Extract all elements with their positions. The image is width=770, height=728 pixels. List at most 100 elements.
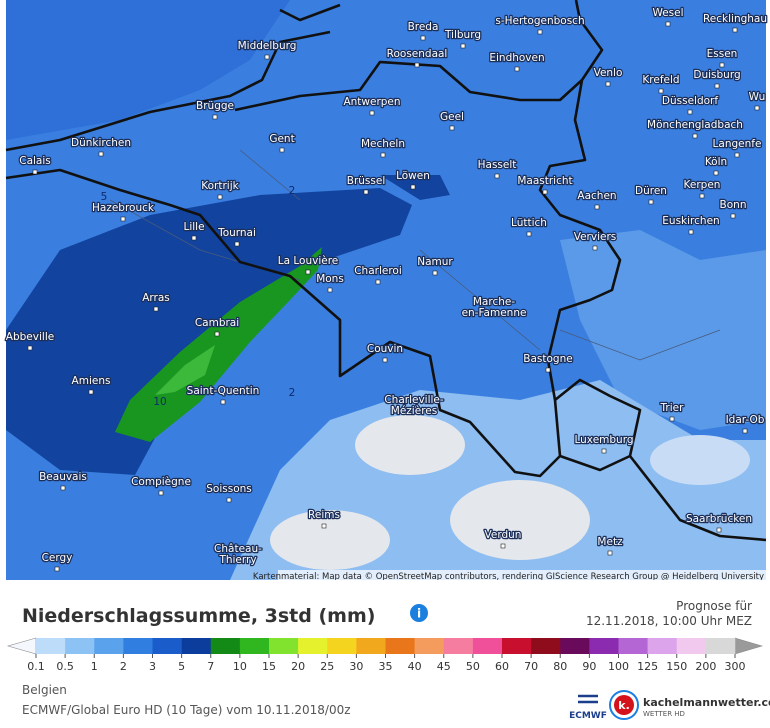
legend-label: 1 — [91, 660, 98, 673]
city-marker — [687, 109, 693, 115]
city-label: Venlo — [594, 67, 623, 79]
legend-label: 70 — [524, 660, 538, 673]
info-icon-glyph[interactable]: i — [417, 607, 421, 621]
city-marker — [537, 29, 543, 35]
city-marker — [264, 54, 270, 60]
legend-label: 35 — [379, 660, 393, 673]
forecast-label: Prognose für — [676, 599, 752, 613]
city-label: Bonn — [720, 199, 747, 211]
city-label: Brüssel — [347, 175, 386, 187]
region: Belgien — [22, 683, 67, 697]
legend-label: 25 — [320, 660, 334, 673]
city-label: Tournai — [217, 227, 256, 239]
city-marker — [500, 543, 506, 549]
legend-swatch — [472, 638, 503, 654]
legend-swatch — [676, 638, 707, 654]
city-label: Calais — [19, 155, 51, 167]
city-label: Lüttich — [511, 217, 547, 229]
city-label: Dünkirchen — [71, 137, 131, 149]
legend-swatch — [502, 638, 532, 654]
city-label: Saarbrücken — [686, 513, 752, 525]
city-label: Düren — [635, 185, 667, 197]
legend-swatch — [647, 638, 678, 654]
legend-label: 150 — [666, 660, 687, 673]
area — [155, 345, 215, 395]
legend-swatch — [531, 638, 561, 654]
city-label: Mecheln — [361, 138, 405, 150]
site-sub: WETTER HD — [643, 710, 685, 718]
city-marker — [410, 184, 416, 190]
legend-label: 100 — [608, 660, 629, 673]
legend-swatch — [65, 638, 95, 654]
city-marker — [420, 35, 426, 41]
city-marker — [594, 204, 600, 210]
legend-label: 0.5 — [56, 660, 74, 673]
city-marker — [449, 125, 455, 131]
city-label: Mönchengladbach — [647, 119, 743, 131]
info-icon[interactable] — [410, 604, 428, 622]
city-label: Hasselt — [478, 159, 517, 171]
legend-swatch — [705, 638, 736, 654]
city-marker — [321, 523, 327, 529]
legend-label: 90 — [582, 660, 596, 673]
city-marker — [607, 550, 613, 556]
legend-label: 20 — [291, 660, 305, 673]
legend-swatch — [181, 638, 212, 654]
legend-swatch — [356, 638, 386, 654]
city-marker — [235, 557, 241, 563]
legend-swatch — [152, 638, 182, 654]
area — [270, 510, 390, 570]
attribution: Kartenmaterial: Map data © OpenStreetMap… — [253, 572, 764, 582]
city-marker — [414, 62, 420, 68]
city-label: Eindhoven — [489, 52, 544, 64]
city-marker — [754, 105, 760, 111]
city-marker — [514, 66, 520, 72]
city-label: Tilburg — [444, 29, 481, 41]
boundary — [109, 149, 721, 361]
city-label: Wesel — [652, 7, 683, 19]
city-label: Langenfe — [713, 138, 762, 150]
city-label: s-Hertogenbosch — [495, 15, 584, 27]
city-label: Middelburg — [238, 40, 297, 52]
city-label: Recklinghau — [703, 13, 767, 25]
city-label: Charleroi — [354, 265, 402, 277]
city-label: Essen — [707, 48, 738, 60]
city-marker — [382, 357, 388, 363]
city-label: Arras — [142, 292, 170, 304]
city-label: Namur — [417, 256, 453, 268]
city-label: Reims — [308, 509, 340, 521]
legend-label: 7 — [207, 660, 214, 673]
city-marker — [98, 151, 104, 157]
city-label: Breda — [408, 21, 439, 33]
city-marker — [526, 231, 532, 237]
legend-swatch — [36, 638, 66, 654]
city-marker — [688, 229, 694, 235]
coastline — [5, 3, 341, 152]
city-marker — [605, 81, 611, 87]
city-marker — [32, 169, 38, 175]
city-label: Düsseldorf — [662, 95, 718, 107]
area — [650, 435, 750, 485]
city-label: Roosendaal — [387, 48, 448, 60]
city-marker — [648, 199, 654, 205]
border — [5, 0, 622, 478]
city-label: Couvin — [367, 343, 403, 355]
city-label: Löwen — [396, 170, 430, 182]
city-label: Euskirchen — [662, 215, 719, 227]
city-marker — [730, 213, 736, 219]
legend-swatch — [239, 638, 270, 654]
city-marker — [732, 27, 738, 33]
legend-label: 3 — [149, 660, 156, 673]
city-label: Luxemburg — [574, 434, 633, 446]
legend-swatch — [443, 638, 474, 654]
city-marker — [719, 62, 725, 68]
legend-label: 300 — [725, 660, 746, 673]
city-label: Idar-Ob — [726, 414, 765, 426]
city-marker — [60, 485, 66, 491]
city-label: Kerpen — [684, 179, 721, 191]
city-label: Metz — [597, 536, 623, 548]
city-marker — [494, 173, 500, 179]
city-marker — [212, 114, 218, 120]
city-marker — [363, 189, 369, 195]
